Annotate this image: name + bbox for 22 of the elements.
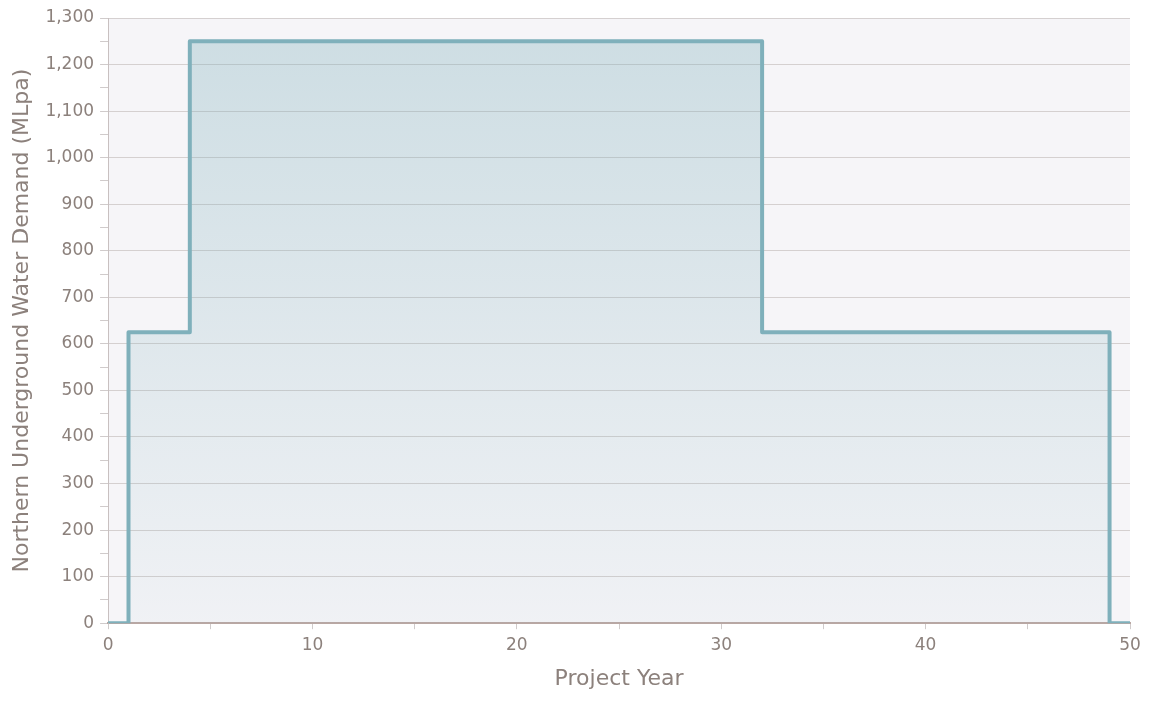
- x-tick-label: 0: [102, 633, 114, 654]
- y-tick-label: 1,300: [45, 6, 95, 27]
- y-axis-title: Northern Underground Water Demand (MLpa): [7, 68, 33, 573]
- x-tick-label: 20: [506, 633, 528, 654]
- x-tick-label: 30: [710, 633, 733, 654]
- y-tick-label: 1,200: [45, 52, 95, 73]
- x-tick-label: 10: [301, 633, 324, 654]
- y-tick-label: 300: [61, 471, 95, 492]
- y-tick-label: 200: [61, 518, 95, 539]
- y-tick-label: 1,100: [45, 99, 95, 120]
- x-tick-label: 50: [1119, 633, 1141, 654]
- x-axis-title: Project Year: [554, 664, 685, 690]
- y-tick-label: 500: [61, 378, 95, 399]
- y-tick-label: 0: [83, 611, 95, 632]
- x-tick-label: 40: [914, 633, 937, 654]
- y-tick-label: 700: [61, 285, 95, 306]
- y-tick-label: 900: [61, 192, 95, 213]
- y-tick-label: 400: [61, 425, 95, 446]
- y-tick-label: 600: [61, 332, 95, 353]
- y-tick-label: 100: [61, 565, 95, 586]
- y-tick-label: 1,000: [45, 146, 95, 167]
- y-tick-label: 800: [61, 239, 95, 260]
